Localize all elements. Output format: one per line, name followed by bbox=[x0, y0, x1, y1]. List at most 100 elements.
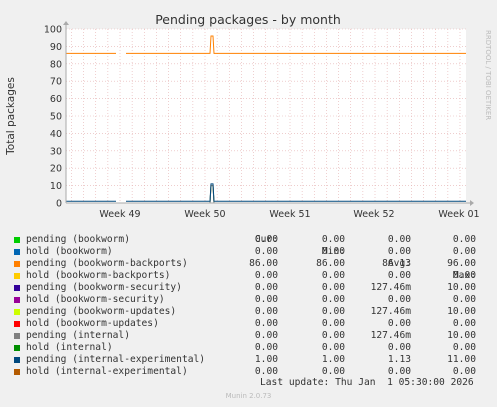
last-update: Last update: Thu Jan 1 05:30:00 2026 bbox=[260, 377, 474, 388]
legend-min-value: 0.00 bbox=[321, 294, 345, 305]
legend-series-name: pending (bookworm) bbox=[26, 234, 130, 245]
legend-min-value: 0.00 bbox=[321, 366, 345, 377]
legend-cur-value: 0.00 bbox=[254, 246, 278, 257]
legend-min-value: 0.00 bbox=[321, 330, 345, 341]
legend-max-value: 11.00 bbox=[447, 354, 476, 365]
y-tick-label: 60 bbox=[50, 94, 62, 105]
y-tick-label: 100 bbox=[44, 25, 62, 36]
legend-avg-value: 1.13 bbox=[387, 354, 411, 365]
legend-swatch bbox=[14, 273, 20, 279]
legend-swatch bbox=[14, 285, 20, 291]
y-tick-label: 10 bbox=[50, 181, 62, 192]
legend-avg-value: 0.00 bbox=[387, 366, 411, 377]
legend-max-value: 0.00 bbox=[452, 342, 476, 353]
legend-series-name: hold (internal-experimental) bbox=[26, 366, 188, 377]
legend-max-value: 0.00 bbox=[452, 234, 476, 245]
legend-series-name: hold (bookworm-security) bbox=[26, 294, 165, 305]
legend-max-value: 0.00 bbox=[452, 270, 476, 281]
y-tick-label: 0 bbox=[56, 199, 62, 210]
x-tick-label: Week 50 bbox=[184, 209, 225, 220]
y-tick-label: 50 bbox=[50, 112, 62, 123]
legend-max-value: 10.00 bbox=[447, 330, 476, 341]
legend-cur-value: 0.00 bbox=[254, 294, 278, 305]
legend-avg-value: 0.00 bbox=[387, 234, 411, 245]
legend-cur-value: 1.00 bbox=[254, 354, 278, 365]
legend-swatch bbox=[14, 369, 20, 375]
header-cur: Cur: bbox=[254, 234, 278, 245]
legend-cur-value: 0.00 bbox=[254, 306, 278, 317]
header-avg: Avg: bbox=[387, 258, 411, 269]
legend-series-name: pending (internal-experimental) bbox=[26, 354, 206, 365]
legend-avg-value: 0.00 bbox=[387, 270, 411, 281]
legend: Cur: Min: Avg: Max: pending (bookworm) 0.… bbox=[14, 222, 476, 378]
legend-min-value: 0.00 bbox=[321, 270, 345, 281]
legend-row: pending (bookworm-security) 0.00 0.00 127.4… bbox=[14, 282, 476, 294]
y-tick-label: 30 bbox=[50, 146, 62, 157]
legend-min-value: 0.00 bbox=[321, 234, 345, 245]
rrdtool-side-label: RRDTOOL / TOBI OETIKER bbox=[484, 30, 492, 120]
legend-avg-value: 0.00 bbox=[387, 342, 411, 353]
legend-series-name: hold (bookworm-backports) bbox=[26, 270, 171, 281]
legend-swatch bbox=[14, 321, 20, 327]
legend-row: pending (internal-experimental) 1.00 1.00 1… bbox=[14, 354, 476, 366]
legend-row: hold (bookworm-updates) 0.00 0.00 0.00 0.00 bbox=[14, 318, 476, 330]
chart: Pending packages - by month Total packag… bbox=[5, 12, 492, 220]
legend-avg-value: 0.00 bbox=[387, 294, 411, 305]
x-axis-arrow bbox=[470, 200, 474, 206]
legend-swatch bbox=[14, 345, 20, 351]
footer: Munin 2.0.73 bbox=[225, 392, 272, 400]
legend-min-value: 0.00 bbox=[321, 246, 345, 257]
legend-swatch bbox=[14, 249, 20, 255]
legend-min-value: 86.00 bbox=[316, 258, 345, 269]
legend-cur-value: 0.00 bbox=[254, 330, 278, 341]
legend-avg-value: 127.46m bbox=[370, 282, 411, 293]
legend-series-name: hold (bookworm-updates) bbox=[26, 318, 159, 329]
legend-max-value: 10.00 bbox=[447, 306, 476, 317]
legend-row: pending (bookworm-updates) 0.00 0.00 127.46… bbox=[14, 306, 476, 318]
legend-cur-value: 86.00 bbox=[249, 258, 278, 269]
legend-series-name: pending (bookworm-backports) bbox=[26, 258, 188, 269]
x-tick-labels: Week 49 Week 50 Week 51 Week 52 Week 01 bbox=[99, 209, 479, 220]
y-tick-label: 20 bbox=[50, 164, 62, 175]
legend-cur-value: 0.00 bbox=[254, 270, 278, 281]
legend-avg-value: 0.00 bbox=[387, 318, 411, 329]
legend-swatch bbox=[14, 309, 20, 315]
legend-max-value: 0.00 bbox=[452, 366, 476, 377]
legend-max-value: 0.00 bbox=[452, 318, 476, 329]
legend-cur-value: 0.00 bbox=[254, 318, 278, 329]
legend-cur-value: 0.00 bbox=[254, 366, 278, 377]
x-tick-label: Week 49 bbox=[99, 209, 140, 220]
header-min: Min: bbox=[321, 246, 345, 257]
legend-swatch bbox=[14, 333, 20, 339]
legend-swatch bbox=[14, 237, 20, 243]
series-line-10 bbox=[66, 183, 466, 202]
legend-min-value: 1.00 bbox=[321, 354, 345, 365]
legend-min-value: 0.00 bbox=[321, 282, 345, 293]
legend-min-value: 0.00 bbox=[321, 342, 345, 353]
legend-cur-value: 0.00 bbox=[254, 282, 278, 293]
legend-cur-value: 0.00 bbox=[254, 234, 278, 245]
legend-min-value: 0.00 bbox=[321, 306, 345, 317]
legend-series-name: hold (internal) bbox=[26, 342, 113, 353]
legend-row: hold (internal-experimental) 0.00 0.00 0.00… bbox=[14, 366, 476, 378]
legend-row: hold (internal) 0.00 0.00 0.00 0.00 bbox=[14, 342, 476, 354]
legend-series-name: pending (bookworm-updates) bbox=[26, 306, 177, 317]
y-axis-label: Total packages bbox=[5, 77, 17, 156]
legend-avg-value: 86.13 bbox=[382, 258, 411, 269]
legend-row: hold (bookworm-security) 0.00 0.00 0.00 0.00 bbox=[14, 294, 476, 306]
y-tick-label: 40 bbox=[50, 129, 62, 140]
x-tick-label: Week 51 bbox=[269, 209, 310, 220]
x-tick-label: Week 52 bbox=[353, 209, 394, 220]
legend-max-value: 96.00 bbox=[447, 258, 476, 269]
x-tick-label: Week 01 bbox=[438, 209, 479, 220]
legend-row: pending (bookworm-backports) 86.00 86.00 86… bbox=[14, 258, 476, 270]
legend-swatch bbox=[14, 261, 20, 267]
legend-row: hold (bookworm) 0.00 0.00 0.00 0.00 bbox=[14, 246, 476, 258]
legend-series-name: pending (internal) bbox=[26, 330, 130, 341]
legend-avg-value: 127.46m bbox=[370, 330, 411, 341]
legend-series-name: hold (bookworm) bbox=[26, 246, 113, 257]
legend-header: Cur: Min: Avg: Max: bbox=[14, 222, 476, 281]
legend-max-value: 0.00 bbox=[452, 246, 476, 257]
legend-avg-value: 127.46m bbox=[370, 306, 411, 317]
y-tick-label: 80 bbox=[50, 59, 62, 70]
